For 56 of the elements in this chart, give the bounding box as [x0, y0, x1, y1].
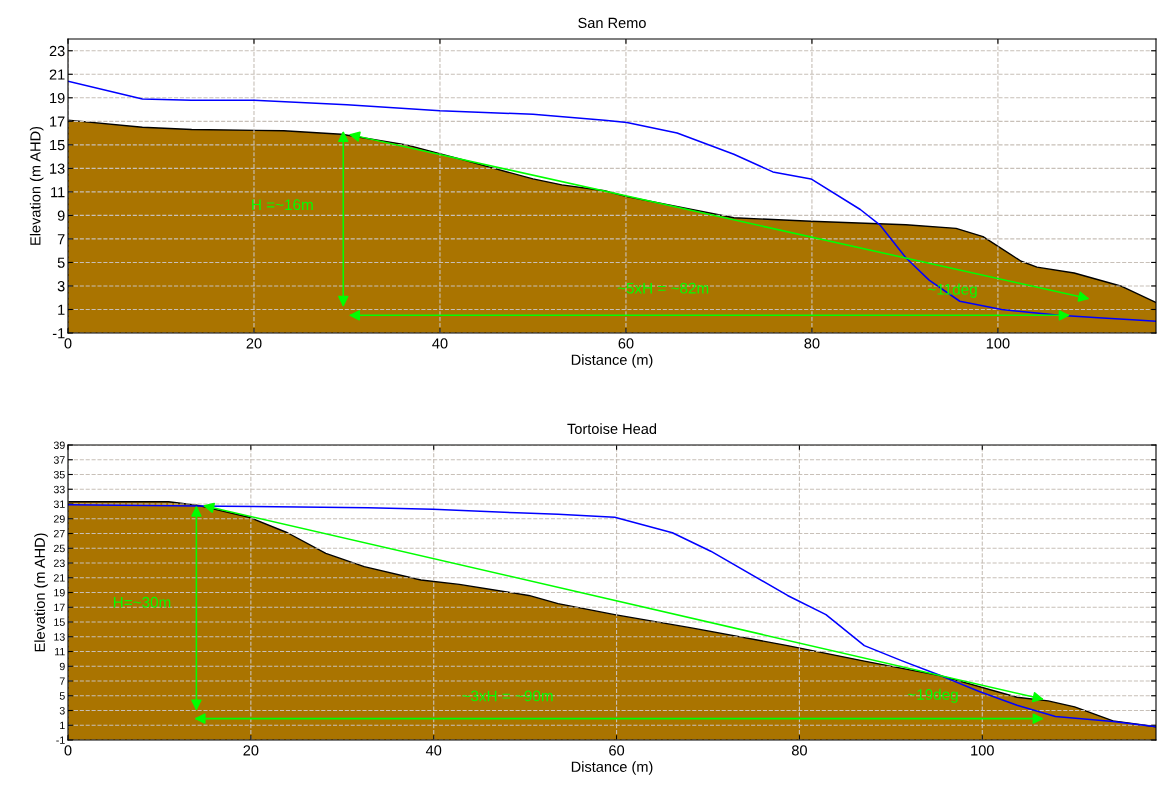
- y-tick-label: 5: [59, 692, 65, 700]
- x-tick-label: 0: [64, 745, 72, 756]
- y-tick-label: 1: [58, 304, 65, 315]
- y-tick-label: 7: [57, 234, 65, 245]
- y-tick-label: 21: [53, 574, 65, 582]
- x-tick-label: 80: [804, 338, 820, 349]
- x-tick-label: 40: [425, 745, 442, 756]
- x-tick-label: 60: [618, 338, 634, 349]
- x-axis-title: Distance (m): [571, 354, 653, 368]
- x-tick-label: 20: [243, 745, 259, 756]
- y-tick-label: 25: [53, 544, 65, 553]
- annotation: H=~30m: [113, 596, 171, 608]
- y-tick-label: 11: [51, 187, 65, 198]
- y-tick-label: 3: [59, 706, 65, 715]
- y-tick-label: 35: [53, 470, 65, 479]
- y-tick-label: 23: [49, 45, 65, 57]
- y-tick-label: 11: [55, 648, 65, 656]
- y-tick-label: 27: [53, 529, 65, 538]
- y-tick-label: 33: [53, 485, 65, 494]
- y-axis-title: Elevation (m AHD): [34, 533, 48, 652]
- chart-title: Tortoise Head: [567, 423, 657, 435]
- x-tick-label: 80: [791, 745, 807, 756]
- x-tick-label: 60: [609, 745, 625, 756]
- y-tick-label: 5: [57, 257, 65, 268]
- y-tick-label: 19: [50, 92, 65, 104]
- chart-title: San Remo: [578, 17, 646, 29]
- y-tick-label: 9: [59, 662, 65, 671]
- annotation: H =~16m: [252, 199, 313, 211]
- y-tick-label: 39: [53, 441, 65, 449]
- y-tick-label: 23: [53, 559, 65, 567]
- y-tick-label: 9: [57, 210, 65, 221]
- y-tick-label: 13: [54, 633, 65, 641]
- annotation: ~5xH = ~82m: [617, 282, 709, 294]
- x-tick-label: 100: [986, 338, 1010, 349]
- y-tick-label: 1: [60, 721, 65, 730]
- y-tick-label: 17: [54, 603, 65, 612]
- x-tick-label: 20: [246, 338, 262, 349]
- y-tick-label: 29: [53, 515, 65, 523]
- y-tick-label: 3: [57, 281, 65, 292]
- y-tick-label: 37: [53, 456, 65, 464]
- y-tick-label: -1: [56, 736, 65, 744]
- y-tick-label: 17: [50, 116, 65, 127]
- y-tick-label: 15: [54, 618, 65, 626]
- y-tick-label: 19: [54, 588, 65, 597]
- line-series: [68, 80, 1156, 323]
- y-tick-label: 21: [49, 69, 65, 80]
- x-tick-label: 40: [432, 338, 448, 349]
- y-tick-label: 13: [50, 163, 65, 174]
- y-tick-label: 15: [50, 140, 65, 151]
- x-tick-label: 0: [64, 338, 72, 349]
- x-tick-label: 100: [971, 745, 994, 756]
- y-tick-label: 7: [59, 677, 65, 685]
- y-axis-title: Elevation (m AHD): [29, 126, 44, 245]
- x-axis-title: Distance (m): [571, 761, 653, 775]
- y-tick-label: -1: [52, 328, 65, 339]
- y-tick-label: 31: [53, 500, 65, 508]
